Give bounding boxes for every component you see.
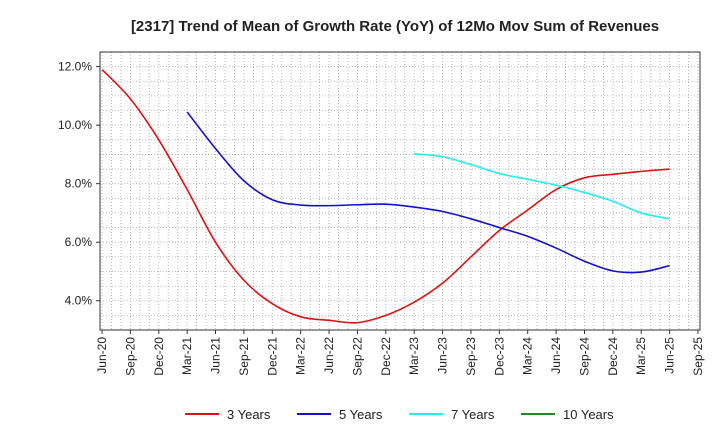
y-tick-label: 4.0%	[65, 294, 93, 308]
x-tick-label: Jun-20	[95, 337, 109, 374]
y-axis: 4.0% 6.0% 8.0% 10.0% 12.0%	[58, 60, 100, 308]
x-tick-label: Jun-24	[549, 337, 563, 374]
series-line-5-years	[186, 111, 670, 274]
x-tick-label: Dec-23	[492, 337, 506, 376]
chart-title: [2317] Trend of Mean of Growth Rate (YoY…	[131, 18, 659, 35]
x-tick-label: Dec-21	[265, 337, 279, 376]
x-tick-label: Jun-25	[663, 337, 677, 374]
x-tick-label: Dec-24	[606, 337, 620, 376]
x-tick-label: Sep-21	[237, 337, 251, 376]
x-tick-label: Mar-23	[407, 337, 421, 375]
x-tick-label: Mar-22	[294, 337, 308, 375]
x-tick-label: Sep-20	[123, 337, 137, 376]
x-tick-label: Mar-25	[634, 337, 648, 375]
x-tick-label: Mar-21	[180, 337, 194, 375]
plot-frame	[99, 51, 701, 331]
series-line-3-years	[101, 69, 670, 324]
x-tick-label: Mar-24	[521, 337, 535, 375]
legend: 3 Years 5 Years 7 Years 10 Years	[185, 407, 614, 422]
x-tick-label: Dec-22	[379, 337, 393, 376]
y-tick-label: 8.0%	[65, 177, 93, 191]
legend-label: 10 Years	[563, 407, 614, 422]
legend-label: 7 Years	[451, 407, 495, 422]
y-tick-label: 6.0%	[65, 235, 93, 249]
x-tick-label: Sep-22	[350, 337, 364, 376]
x-tick-label: Sep-25	[691, 337, 705, 376]
plot-area	[100, 52, 700, 330]
x-tick-label: Jun-22	[322, 337, 336, 374]
x-tick-label: Jun-23	[436, 337, 450, 374]
x-axis: Jun-20 Sep-20 Dec-20 Mar-21 Jun-21 Sep-21 Dec-…	[95, 330, 705, 376]
y-tick-label: 10.0%	[58, 118, 92, 132]
legend-label: 3 Years	[227, 407, 271, 422]
x-tick-label: Sep-23	[464, 337, 478, 376]
legend-label: 5 Years	[339, 407, 383, 422]
x-tick-label: Sep-24	[577, 337, 591, 376]
y-tick-label: 12.0%	[58, 60, 92, 74]
series-line-7-years	[414, 153, 670, 220]
series-lines	[101, 69, 670, 324]
x-tick-label: Dec-20	[152, 337, 166, 376]
x-tick-label: Jun-21	[209, 337, 223, 374]
